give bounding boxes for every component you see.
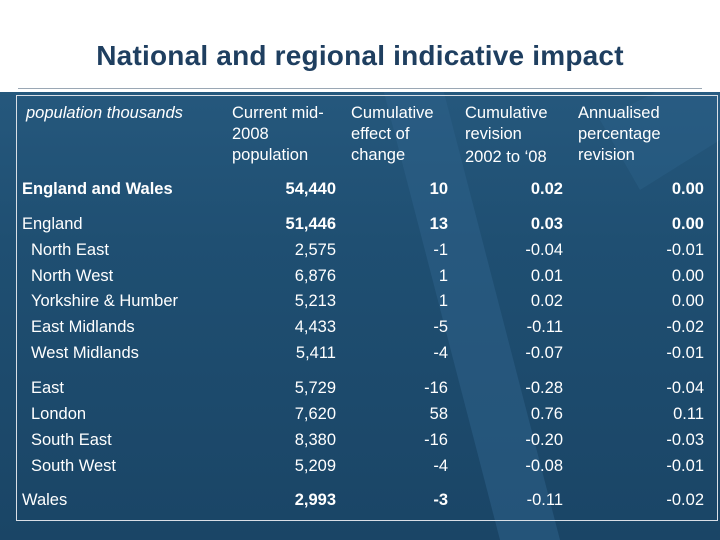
cell-population: 51,446 xyxy=(285,215,336,233)
cell-population: 7,620 xyxy=(294,405,336,423)
cell-annualised-revision: 0.00 xyxy=(671,292,704,310)
table-row: North West 6,876 1 0.01 0.00 xyxy=(0,267,720,293)
cell-population: 2,575 xyxy=(294,241,336,259)
header-line: change xyxy=(351,146,406,164)
cell-cumulative-effect: 58 xyxy=(429,405,448,423)
cell-annualised-revision: -0.03 xyxy=(666,431,704,449)
table-row: Yorkshire & Humber 5,213 1 0.02 0.00 xyxy=(0,292,720,318)
cell-cumulative-revision: -0.11 xyxy=(526,491,563,509)
table-row: Wales 2,993 -3 -0.11 -0.02 xyxy=(0,491,720,517)
header-annualised-revision: Annualised percentage revision xyxy=(578,103,661,166)
cell-population: 4,433 xyxy=(294,318,336,336)
cell-cumulative-effect: -4 xyxy=(433,457,448,475)
slide-title: National and regional indicative impact xyxy=(96,40,624,71)
cell-cumulative-revision: 0.02 xyxy=(530,180,563,198)
row-label: South West xyxy=(31,457,116,475)
cell-population: 6,876 xyxy=(294,267,336,285)
cell-cumulative-effect: -1 xyxy=(433,241,448,259)
header-cumulative-effect: Cumulative effect of change xyxy=(351,103,434,166)
row-label: East xyxy=(31,379,65,397)
cell-cumulative-revision: -0.07 xyxy=(525,344,563,362)
cell-annualised-revision: -0.01 xyxy=(666,457,704,475)
header-line: revision xyxy=(578,146,635,164)
cell-cumulative-revision: 0.76 xyxy=(530,405,563,423)
cell-cumulative-effect: 13 xyxy=(429,215,448,233)
row-label: London xyxy=(31,405,87,423)
cell-cumulative-effect: -5 xyxy=(433,318,448,336)
cell-cumulative-effect: 10 xyxy=(429,180,448,198)
table-row: South East 8,380 -16 -0.20 -0.03 xyxy=(0,431,720,457)
cell-cumulative-revision: 0.02 xyxy=(530,292,563,310)
row-label: North East xyxy=(31,241,109,259)
cell-cumulative-effect: 1 xyxy=(438,267,448,285)
cell-cumulative-effect: 1 xyxy=(438,292,448,310)
row-label: West Midlands xyxy=(31,344,139,362)
cell-population: 54,440 xyxy=(285,180,336,198)
cell-annualised-revision: 0.00 xyxy=(671,215,704,233)
cell-annualised-revision: -0.01 xyxy=(666,344,704,362)
table-row: South West 5,209 -4 -0.08 -0.01 xyxy=(0,457,720,483)
cell-population: 5,729 xyxy=(294,379,336,397)
cell-cumulative-revision: -0.08 xyxy=(525,457,563,475)
table-row: East Midlands 4,433 -5 -0.11 -0.02 xyxy=(0,318,720,344)
header-line: Annualised xyxy=(578,104,660,122)
cell-cumulative-effect: -3 xyxy=(433,491,448,509)
cell-population: 8,380 xyxy=(294,431,336,449)
header-line: 2002 to ‘08 xyxy=(465,148,547,166)
table-row: East 5,729 -16 -0.28 -0.04 xyxy=(0,379,720,405)
cell-cumulative-revision: 0.01 xyxy=(530,267,563,285)
cell-cumulative-effect: -4 xyxy=(433,344,448,362)
row-label: North West xyxy=(31,267,114,285)
header-population-thousands: population thousands xyxy=(26,103,183,124)
cell-annualised-revision: 0.00 xyxy=(671,267,704,285)
cell-cumulative-effect: -16 xyxy=(424,379,448,397)
table-row: London 7,620 58 0.76 0.11 xyxy=(0,405,720,431)
table-row: England 51,446 13 0.03 0.00 xyxy=(0,215,720,241)
header-line: population xyxy=(232,146,309,164)
cell-annualised-revision: -0.02 xyxy=(666,491,704,509)
row-label: Wales xyxy=(22,491,68,509)
header-line: population thousands xyxy=(26,104,183,122)
header-line: Cumulative xyxy=(351,104,434,122)
cell-population: 5,213 xyxy=(294,292,336,310)
row-label: England and Wales xyxy=(22,180,173,198)
title-bar xyxy=(0,0,720,92)
cell-population: 5,411 xyxy=(295,344,336,362)
header-line: Current mid- xyxy=(232,104,324,122)
cell-cumulative-revision: -0.11 xyxy=(526,318,563,336)
title-rule xyxy=(18,88,702,89)
cell-cumulative-revision: -0.04 xyxy=(525,241,563,259)
table-row: North East 2,575 -1 -0.04 -0.01 xyxy=(0,241,720,267)
cell-annualised-revision: -0.01 xyxy=(666,241,704,259)
cell-cumulative-revision: -0.28 xyxy=(525,379,563,397)
cell-annualised-revision: 0.00 xyxy=(671,180,704,198)
header-line: Cumulative xyxy=(465,104,548,122)
table-row: England and Wales 54,440 10 0.02 0.00 xyxy=(0,180,720,206)
header-line: 2008 xyxy=(232,125,269,143)
header-current-population: Current mid- 2008 population xyxy=(232,103,324,166)
table-row: West Midlands 5,411 -4 -0.07 -0.01 xyxy=(0,344,720,370)
cell-cumulative-effect: -16 xyxy=(424,431,448,449)
header-line: percentage xyxy=(578,125,661,143)
row-label: Yorkshire & Humber xyxy=(31,292,179,310)
cell-population: 2,993 xyxy=(294,491,336,509)
row-label: South East xyxy=(31,431,112,449)
header-cumulative-revision: Cumulative revision 2002 to ‘08 xyxy=(465,103,548,168)
cell-cumulative-revision: 0.03 xyxy=(530,215,563,233)
cell-annualised-revision: -0.04 xyxy=(666,379,704,397)
row-label: England xyxy=(22,215,83,233)
cell-annualised-revision: 0.11 xyxy=(673,405,704,423)
header-line: effect of xyxy=(351,125,410,143)
cell-cumulative-revision: -0.20 xyxy=(525,431,563,449)
cell-population: 5,209 xyxy=(294,457,336,475)
table-frame xyxy=(16,95,718,521)
header-line: revision xyxy=(465,125,522,143)
row-label: East Midlands xyxy=(31,318,135,336)
cell-annualised-revision: -0.02 xyxy=(666,318,704,336)
